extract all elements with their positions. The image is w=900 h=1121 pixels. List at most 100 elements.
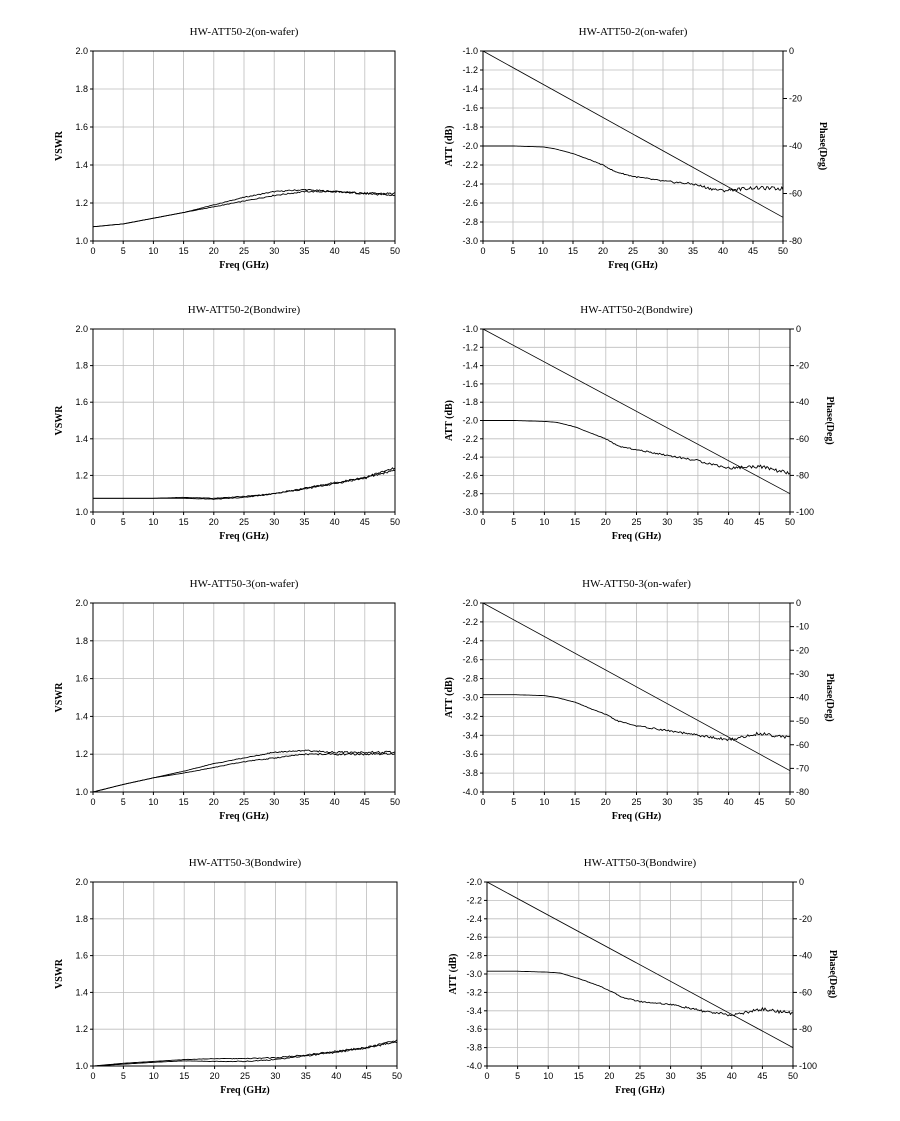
x-tick-label: 25 bbox=[240, 1071, 250, 1081]
y-tick-label: 1.0 bbox=[75, 787, 88, 797]
y2-tick-label: 0 bbox=[789, 46, 794, 56]
y2-tick-label: -40 bbox=[796, 397, 809, 407]
chart-title: HW-ATT50-3(Bondwire) bbox=[584, 857, 697, 869]
x-tick-label: 15 bbox=[179, 1071, 189, 1081]
y-tick-label: -1.8 bbox=[462, 122, 478, 132]
y-tick-label: 1.4 bbox=[75, 160, 88, 170]
x-tick-label: 5 bbox=[515, 1071, 520, 1081]
y2-tick-label: -40 bbox=[789, 141, 802, 151]
x-tick-label: 40 bbox=[718, 246, 728, 256]
y-tick-label: -1.6 bbox=[462, 379, 478, 389]
y-tick-label: -1.4 bbox=[462, 361, 478, 371]
x-tick-label: 0 bbox=[484, 1071, 489, 1081]
y-tick-label: -2.2 bbox=[462, 160, 478, 170]
y-tick-label: -2.0 bbox=[466, 877, 482, 887]
y2-tick-label: -50 bbox=[796, 716, 809, 726]
x-tick-label: 45 bbox=[754, 797, 764, 807]
chart-6: HW-ATT50-3(on-wafer) 0 5 10 15 20 25 30 35 40 45 50… bbox=[444, 578, 835, 822]
y-tick-label: -1.0 bbox=[462, 46, 478, 56]
y-tick-label: -2.6 bbox=[462, 470, 478, 480]
y-tick-label: -2.0 bbox=[462, 141, 478, 151]
series-line-1 bbox=[92, 1039, 398, 1067]
y2-axis-label: Phase(Deg) bbox=[827, 950, 838, 998]
y-tick-label: 1.6 bbox=[75, 674, 88, 684]
x-tick-label: 35 bbox=[301, 1071, 311, 1081]
chart-8: HW-ATT50-3(Bondwire) 0 5 10 15 20 25 30 35 40 45 50… bbox=[448, 857, 838, 1096]
y-axis-label: VSWR bbox=[54, 405, 65, 436]
y-axis-label: VSWR bbox=[54, 682, 65, 713]
y2-tick-label: -70 bbox=[796, 763, 809, 773]
y-tick-label: 2.0 bbox=[75, 46, 88, 56]
y-tick-label: -3.0 bbox=[462, 507, 478, 517]
x-tick-label: 5 bbox=[511, 797, 516, 807]
y-axis-label: VSWR bbox=[54, 130, 65, 161]
chart-title: HW-ATT50-2(Bondwire) bbox=[188, 304, 301, 316]
y2-tick-label: -80 bbox=[799, 1024, 812, 1034]
y-tick-label: -2.6 bbox=[462, 655, 478, 665]
y-tick-label: -2.4 bbox=[466, 914, 482, 924]
x-tick-label: 10 bbox=[539, 797, 549, 807]
y-tick-label: -4.0 bbox=[462, 787, 478, 797]
x-tick-label: 10 bbox=[148, 246, 158, 256]
y2-tick-label: 0 bbox=[796, 598, 801, 608]
chart-title: HW-ATT50-2(Bondwire) bbox=[580, 304, 693, 316]
y-tick-label: -2.8 bbox=[462, 674, 478, 684]
x-tick-label: 50 bbox=[788, 1071, 798, 1081]
x-tick-label: 30 bbox=[662, 517, 672, 527]
y-tick-label: -2.4 bbox=[462, 636, 478, 646]
series-line-2 bbox=[93, 469, 396, 499]
phase-line bbox=[482, 602, 791, 772]
x-axis-label: Freq (GHz) bbox=[612, 531, 662, 542]
y2-tick-label: -30 bbox=[796, 669, 809, 679]
y-tick-label: 1.2 bbox=[75, 198, 88, 208]
y2-tick-label: -100 bbox=[796, 507, 814, 517]
y2-axis-label: Phase(Deg) bbox=[824, 673, 835, 721]
chart-title: HW-ATT50-3(Bondwire) bbox=[189, 857, 302, 869]
y2-tick-label: -80 bbox=[796, 470, 809, 480]
phase-line bbox=[482, 328, 791, 495]
chart-title: HW-ATT50-2(on-wafer) bbox=[579, 26, 688, 38]
x-tick-label: 50 bbox=[390, 797, 400, 807]
x-tick-label: 0 bbox=[480, 246, 485, 256]
series-line-1 bbox=[483, 694, 791, 742]
y-tick-label: 2.0 bbox=[75, 598, 88, 608]
series-line-2 bbox=[92, 752, 396, 793]
x-tick-label: 45 bbox=[748, 246, 758, 256]
y-tick-label: -2.2 bbox=[462, 617, 478, 627]
x-tick-label: 5 bbox=[511, 517, 516, 527]
x-tick-label: 5 bbox=[121, 246, 126, 256]
x-tick-label: 25 bbox=[239, 246, 249, 256]
x-tick-label: 30 bbox=[658, 246, 668, 256]
y-tick-label: -3.0 bbox=[462, 693, 478, 703]
x-axis-label: Freq (GHz) bbox=[219, 531, 269, 542]
y2-tick-label: -40 bbox=[796, 693, 809, 703]
y-tick-label: -2.2 bbox=[462, 434, 478, 444]
y2-tick-label: 0 bbox=[799, 877, 804, 887]
x-tick-label: 0 bbox=[480, 797, 485, 807]
x-axis-label: Freq (GHz) bbox=[220, 1085, 270, 1096]
x-tick-label: 35 bbox=[299, 797, 309, 807]
x-tick-label: 10 bbox=[148, 517, 158, 527]
phase-line bbox=[486, 881, 794, 1048]
series-line-2 bbox=[92, 1041, 398, 1067]
y-tick-label: -4.0 bbox=[466, 1061, 482, 1071]
x-tick-label: 30 bbox=[270, 1071, 280, 1081]
x-tick-label: 20 bbox=[209, 797, 219, 807]
x-tick-label: 25 bbox=[239, 797, 249, 807]
y-tick-label: 1.0 bbox=[75, 507, 88, 517]
y-tick-label: -2.6 bbox=[466, 932, 482, 942]
x-tick-label: 0 bbox=[90, 517, 95, 527]
x-tick-label: 0 bbox=[90, 1071, 95, 1081]
x-tick-label: 0 bbox=[90, 246, 95, 256]
y-tick-label: 1.8 bbox=[75, 361, 88, 371]
y-axis-label: VSWR bbox=[54, 958, 65, 989]
series-line-2 bbox=[92, 190, 396, 228]
x-tick-label: 50 bbox=[390, 517, 400, 527]
x-tick-label: 10 bbox=[539, 517, 549, 527]
y-tick-label: -1.4 bbox=[462, 84, 478, 94]
x-tick-label: 20 bbox=[598, 246, 608, 256]
x-tick-label: 5 bbox=[121, 797, 126, 807]
x-tick-label: 15 bbox=[574, 1071, 584, 1081]
y-tick-label: -1.2 bbox=[462, 65, 478, 75]
y-tick-label: -3.0 bbox=[462, 236, 478, 246]
